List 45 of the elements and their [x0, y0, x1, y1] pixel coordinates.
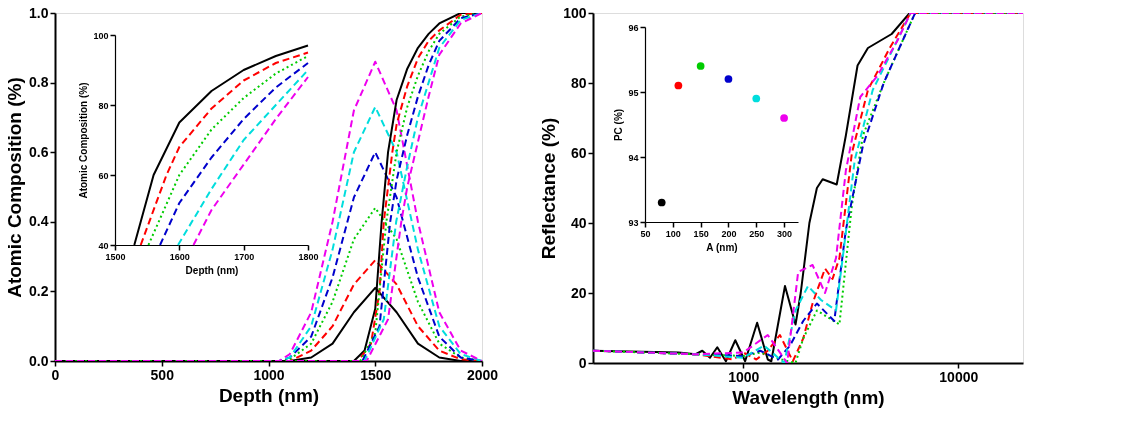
y-tick-label: 0.2: [29, 282, 49, 299]
y-tick-label: 0: [578, 354, 587, 371]
y-axis-title: Atomic Composition (%): [78, 82, 90, 199]
y-tick-label: 0.8: [29, 74, 49, 91]
x-axis-title: Wavelength (nm): [732, 386, 885, 408]
y-axis-title: Atomic Composition (%): [4, 77, 26, 298]
x-tick-label: 500: [150, 366, 175, 383]
y-tick-label: 93: [628, 217, 639, 228]
x-axis-title: Depth (nm): [185, 264, 239, 276]
x-axis-title: A (nm): [706, 241, 738, 253]
x-tick-label: 1800: [298, 251, 319, 262]
y-tick-label: 96: [628, 22, 639, 33]
y-axis-title: PC (%): [613, 108, 625, 142]
x-tick-label: 0: [51, 366, 60, 383]
x-tick-label: 1600: [169, 251, 190, 262]
y-tick-label: 0.4: [29, 213, 49, 230]
x-tick-label: 1000: [253, 366, 285, 383]
y-tick-label: 94: [628, 152, 639, 163]
x-tick-label: 10000: [939, 368, 979, 385]
y-axis-title: Reflectance (%): [538, 117, 560, 260]
x-tick-label: 300: [777, 228, 793, 239]
x-tick-label: 200: [721, 228, 737, 239]
y-tick-label: 0.6: [29, 143, 49, 160]
y-tick-label: 40: [570, 214, 587, 231]
x-tick-label: 150: [693, 228, 709, 239]
y-tick-label: 1.0: [29, 4, 49, 21]
x-tick-label: 1500: [105, 251, 126, 262]
y-tick-label: 60: [570, 144, 587, 161]
x-tick-label: 1500: [360, 366, 392, 383]
x-tick-label: 2000: [466, 366, 499, 383]
x-tick-label: 100: [665, 228, 681, 239]
x-tick-label: 250: [749, 228, 765, 239]
y-tick-label: 0.0: [29, 352, 49, 369]
y-tick-label: 100: [93, 30, 109, 41]
x-tick-label: 1000: [728, 368, 760, 385]
x-axis-title: Depth (nm): [218, 384, 320, 406]
y-tick-label: 100: [563, 4, 587, 21]
y-tick-label: 60: [98, 170, 109, 181]
y-tick-label: 40: [98, 240, 109, 251]
x-tick-label: 1700: [234, 251, 255, 262]
x-tick-label: 50: [640, 228, 651, 239]
y-tick-label: 80: [570, 74, 587, 91]
y-tick-label: 95: [628, 87, 639, 98]
y-tick-label: 20: [570, 284, 587, 301]
y-tick-label: 80: [98, 100, 109, 111]
